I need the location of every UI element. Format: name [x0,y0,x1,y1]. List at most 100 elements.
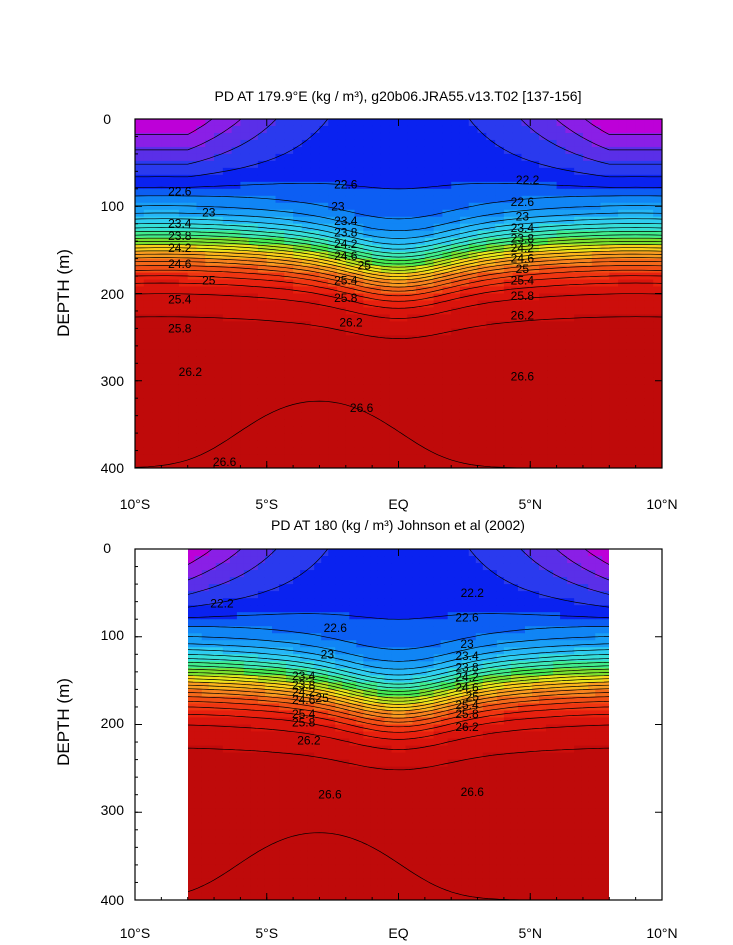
contour-line [135,234,662,261]
contour-label: 25 [516,262,530,276]
contour-line [188,672,609,699]
contour-label: 23 [516,210,530,224]
contour-line [188,549,609,581]
contour-label: 22.6 [455,610,479,624]
contour-line [188,636,609,662]
contour-label: 26.2 [511,308,535,322]
y-tick-label: 0 [103,111,111,127]
contour-label: 22.6 [334,177,358,191]
contour-label: 25.8 [334,291,358,305]
x-tick-label: 5°N [519,496,543,512]
contour-line [135,400,558,468]
contour-line [135,182,662,190]
contour-label: 25.8 [292,716,316,730]
y-tick-labels-top: 0 100 200 300 400 [101,111,125,476]
contour-label: 23 [321,647,335,661]
contour-line [188,658,609,685]
contour-label: 23.4 [334,214,358,228]
y-tick-label: 200 [101,286,125,302]
x-tick-label: 10°S [120,496,151,512]
contour-lines-top [135,119,662,468]
contour-line [188,700,609,728]
y-tick-label: 100 [101,198,125,214]
axes-top [134,118,663,469]
contour-label: 24.6 [455,681,479,695]
contour-label: 26.6 [350,401,374,415]
contour-line [135,253,662,281]
contour-line [188,678,609,705]
contour-label: 25 [202,273,216,287]
contour-label: 24.6 [292,693,316,707]
contour-label: 24.2 [334,237,358,251]
contour-line [188,706,609,733]
contour-line [188,747,609,771]
y-tick-label: 300 [101,373,125,389]
contour-label: 23.8 [511,232,535,246]
contour-line [135,119,662,165]
contour-label: 24.2 [168,241,192,255]
contour-fill-bottom [188,549,609,900]
x-tick-labels-bottom: 10°S 5°S EQ 5°N 10°N [120,925,678,941]
contour-line [188,713,609,740]
contour-line [188,696,609,723]
contour-line [188,665,609,692]
contour-line [135,119,662,178]
contour-label: 24.2 [511,241,535,255]
contour-line [188,681,609,708]
axes-bottom [134,548,663,901]
contour-label: 24.6 [168,257,192,271]
y-tick-label: 300 [101,802,125,818]
contour-line [188,626,609,650]
x-tick-label: 5°S [255,925,278,941]
contour-line [135,231,662,258]
chart-title-top: PD AT 179.9°E (kg / m³), g20b06.JRA55.v1… [215,88,582,104]
y-axis-label-bottom: DEPTH (m) [54,678,73,766]
contour-label: 24.2 [455,670,479,684]
contour-line [188,549,609,608]
contour-line [188,832,558,900]
y-tick-label: 200 [101,715,125,731]
x-tick-labels-top: 10°S 5°S EQ 5°N 10°N [120,496,678,512]
contour-label: 24.6 [334,249,358,263]
contour-line [135,261,662,288]
contour-label: 26.6 [461,785,485,799]
contour-line [135,282,662,309]
contour-line [135,218,662,245]
contour-label: 23 [202,205,216,219]
contour-line [188,724,609,750]
y-tick-label: 0 [103,540,111,556]
contour-fill-top [135,119,662,468]
contour-line [135,269,662,297]
y-tick-label: 400 [101,892,125,908]
contour-line [135,237,662,265]
contour-line [135,195,662,220]
x-tick-label: 5°N [519,925,543,941]
y-tick-label: 400 [101,460,125,476]
contour-label: 25.4 [511,273,535,287]
contour-line [135,257,662,284]
contour-line [188,613,609,620]
contour-label: 23.8 [455,660,479,674]
contour-line [135,250,662,278]
contour-label: 23.4 [511,221,535,235]
contour-label: 25.4 [334,273,358,287]
contour-line [188,643,609,670]
contour-line [188,661,609,689]
x-tick-label: EQ [388,496,408,512]
contour-label: 22.2 [461,586,485,600]
contour-label: 23 [331,199,345,213]
chart-panel-top: PD AT 179.9°E (kg / m³), g20b06.JRA55.v1… [54,88,678,512]
contour-label: 25 [315,691,329,705]
contour-line [135,223,662,250]
contour-line [135,247,662,274]
contour-line [188,654,609,681]
contour-label: 26.6 [318,788,342,802]
contour-line [188,692,609,719]
contour-label: 23.8 [292,678,316,692]
contour-label: 25.4 [455,698,479,712]
contour-label: 23.8 [334,225,358,239]
contour-label: 26.2 [339,315,363,329]
contour-line [135,275,662,302]
chart-panel-bottom: PD AT 180 (kg / m³) Johnson et al (2002)… [54,517,678,941]
